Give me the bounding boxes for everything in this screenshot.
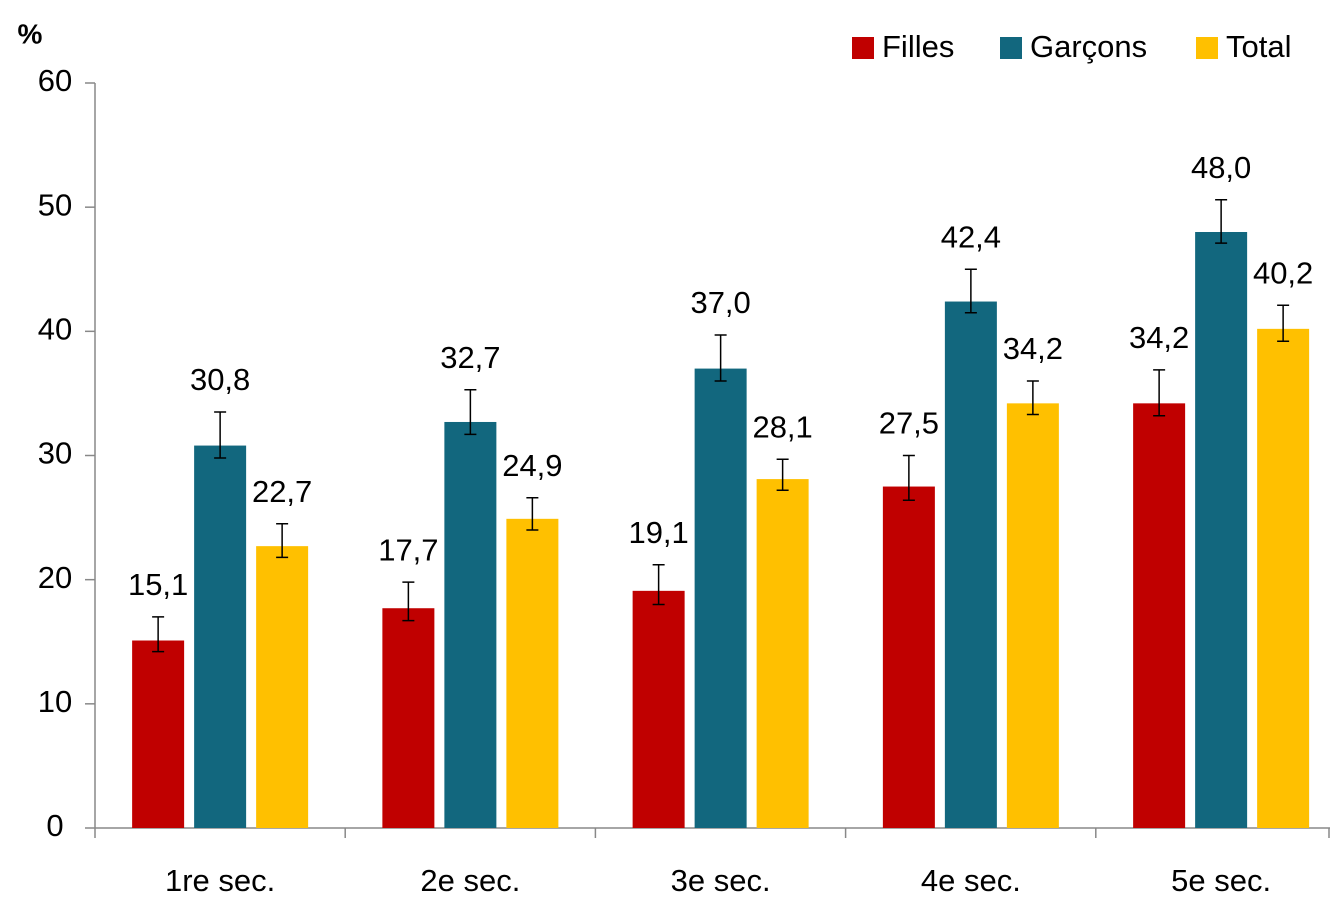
x-tick-label: 2e sec. <box>420 863 520 898</box>
bar <box>132 640 185 828</box>
bar <box>194 445 247 828</box>
bar <box>444 421 497 828</box>
error-bar <box>652 564 665 606</box>
value-label: 48,0 <box>1191 150 1251 185</box>
value-label: 30,8 <box>190 362 250 397</box>
error-bar <box>464 388 477 436</box>
legend-swatch <box>1000 37 1022 59</box>
error-bar <box>1026 380 1039 416</box>
y-tick-label: 50 <box>38 187 72 222</box>
value-label: 22,7 <box>252 474 312 509</box>
bar <box>382 608 435 828</box>
error-bar <box>1277 304 1290 343</box>
x-tick-label: 4e sec. <box>921 863 1021 898</box>
legend-swatch <box>1196 37 1218 59</box>
error-bar <box>902 454 915 501</box>
x-tick-label: 3e sec. <box>671 863 771 898</box>
legend-swatch <box>852 37 874 59</box>
error-bar <box>964 268 977 314</box>
value-label: 34,2 <box>1129 320 1189 355</box>
bar <box>1133 403 1186 828</box>
bar <box>506 518 559 828</box>
value-label: 24,9 <box>502 448 562 483</box>
y-axis-label: % <box>18 18 43 49</box>
error-bar <box>1215 198 1228 244</box>
value-label: 34,2 <box>1003 331 1063 366</box>
value-label: 37,0 <box>690 285 750 320</box>
y-tick-label: 0 <box>46 808 63 843</box>
legend-label: Garçons <box>1030 29 1147 64</box>
y-tick-label: 30 <box>38 436 72 471</box>
bar <box>1195 232 1248 828</box>
value-label: 15,1 <box>128 567 188 602</box>
legend-label: Total <box>1226 29 1291 64</box>
y-tick-label: 40 <box>38 312 72 347</box>
bar <box>882 486 935 828</box>
error-bar <box>276 523 289 559</box>
legend-label: Filles <box>882 29 954 64</box>
error-bar <box>776 458 789 492</box>
value-label: 40,2 <box>1253 255 1313 290</box>
error-bar <box>402 581 415 622</box>
x-tick-label: 1re sec. <box>165 863 275 898</box>
y-tick-label: 20 <box>38 560 72 595</box>
error-bar <box>1153 369 1166 417</box>
x-tick-label: 5e sec. <box>1171 863 1271 898</box>
bar <box>944 301 997 828</box>
error-bar <box>152 616 165 653</box>
value-label: 19,1 <box>628 515 688 550</box>
value-label: 17,7 <box>378 532 438 567</box>
error-bar <box>526 496 539 531</box>
bar <box>694 368 747 828</box>
bar <box>1006 403 1059 828</box>
error-bar <box>214 411 227 459</box>
bar <box>756 479 809 828</box>
bar <box>256 546 309 828</box>
value-label: 27,5 <box>879 406 939 441</box>
value-label: 28,1 <box>752 409 812 444</box>
y-tick-label: 10 <box>38 684 72 719</box>
y-tick-label: 60 <box>38 63 72 98</box>
bar <box>1257 328 1310 828</box>
value-label: 32,7 <box>440 340 500 375</box>
value-label: 42,4 <box>941 219 1001 254</box>
error-bar <box>714 334 727 382</box>
bar <box>632 590 685 828</box>
